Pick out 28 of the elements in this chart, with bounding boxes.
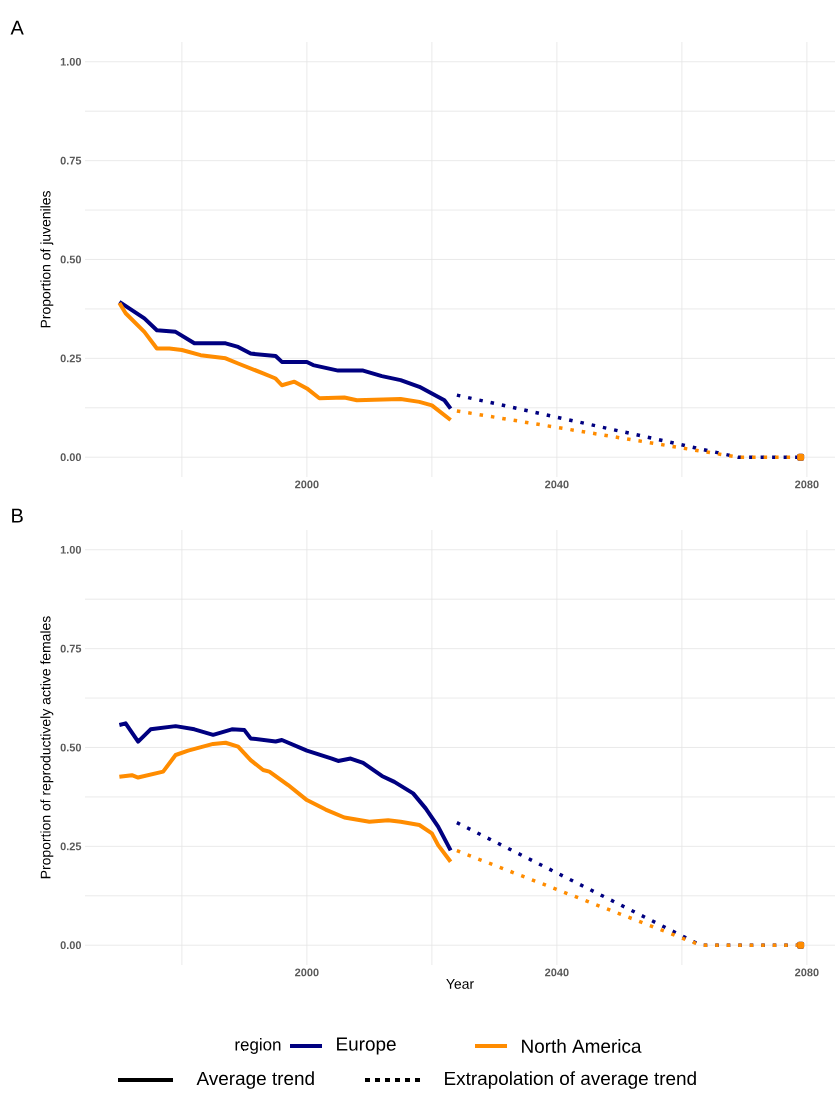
legend-label: North America <box>522 1039 642 1053</box>
line-series <box>117 721 453 853</box>
line-series <box>117 740 453 864</box>
text: Average trend <box>196 1071 314 1089</box>
y-tick-label: 1.00 <box>60 57 82 66</box>
x-axis-title: Year <box>446 979 474 989</box>
y-tick-label: 0.75 <box>60 644 82 653</box>
x-tick-label: 2040 <box>545 968 569 977</box>
y-tick-label: 0.75 <box>60 156 82 165</box>
y-tick-label: 0.25 <box>60 842 82 851</box>
y-tick-label: 0.00 <box>60 453 82 462</box>
y-tick-label: 0.50 <box>60 743 82 752</box>
y-axis-title: Proportion of reproductively active females <box>40 616 54 879</box>
chart-title: B <box>12 508 23 523</box>
x-tick-label: 2040 <box>545 480 569 489</box>
y-tick-label: 0.00 <box>60 941 82 950</box>
chart-title: A <box>10 20 24 35</box>
y-tick-label: 0.50 <box>60 255 82 264</box>
x-tick-label: 2080 <box>795 968 819 977</box>
text: Extrapolation of average trend <box>445 1071 696 1089</box>
legend-label: Europe <box>337 1037 396 1055</box>
y-axis-title: Proportion of juveniles <box>40 191 54 328</box>
x-tick-label: 2000 <box>295 480 319 489</box>
y-tick-label: 0.25 <box>60 354 82 363</box>
x-tick-label: 2000 <box>295 968 319 977</box>
y-tick-label: 1.00 <box>60 545 82 554</box>
x-tick-label: 2080 <box>795 480 819 489</box>
legend-title: region <box>235 1038 281 1054</box>
